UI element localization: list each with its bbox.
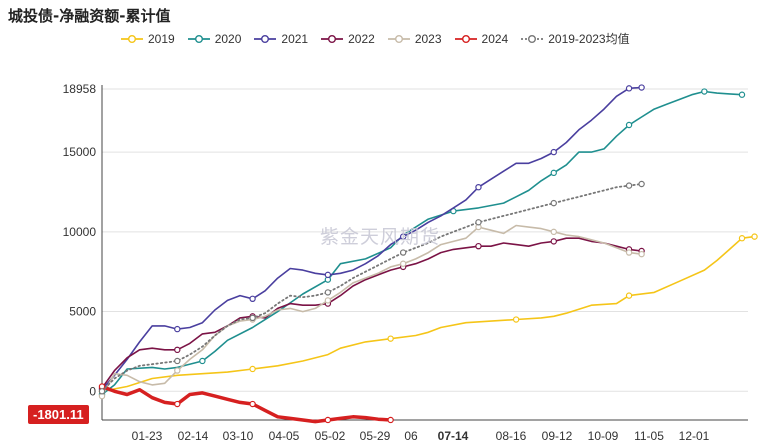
legend-item-1[interactable]: 2020 (187, 30, 242, 47)
legend-item-3[interactable]: 2022 (320, 30, 375, 47)
data-point (399, 249, 407, 256)
data-point (249, 314, 256, 322)
legend-marker (321, 34, 344, 43)
series-line-0 (101, 235, 756, 393)
data-point (249, 365, 256, 373)
legend-item-4[interactable]: 2023 (387, 30, 442, 47)
legend-marker (454, 34, 477, 43)
last-value-badge: -1801.11 (28, 405, 89, 424)
x-tick-label: 04-05 (269, 429, 300, 443)
legend-marker (121, 34, 143, 43)
x-tick-label: 12-01 (679, 429, 710, 443)
data-point (625, 249, 633, 256)
data-point (98, 388, 106, 395)
x-tick-label: 07-14 (438, 429, 469, 443)
data-point (738, 91, 746, 98)
data-point (550, 228, 557, 236)
legend-label: 2020 (214, 31, 242, 46)
x-tick-label: 02-14 (178, 429, 209, 443)
data-point (174, 325, 181, 333)
y-tick-label: 18958 (63, 82, 97, 96)
data-point (249, 295, 256, 303)
data-point (475, 242, 482, 250)
legend-marker (387, 34, 410, 43)
data-point (625, 85, 633, 92)
legend-label: 2022 (348, 31, 375, 46)
x-tick-label: 01-23 (132, 429, 163, 443)
data-point (550, 148, 557, 156)
legend-marker (187, 34, 210, 43)
data-point (701, 88, 708, 95)
data-point (324, 416, 332, 424)
legend-item-5[interactable]: 2024 (454, 30, 509, 47)
legend-marker (254, 34, 277, 43)
data-point (512, 316, 520, 323)
data-point (550, 169, 557, 177)
data-point (199, 357, 206, 365)
x-tick-label: 05-29 (360, 429, 391, 443)
data-point (625, 121, 633, 129)
data-point (638, 250, 645, 258)
x-tick-label: 05-02 (315, 429, 346, 443)
series-line-6 (101, 183, 643, 393)
data-point (738, 235, 746, 242)
series-line-5 (100, 384, 393, 424)
data-point (249, 400, 256, 408)
watermark: 紫金天风期货 (320, 226, 441, 248)
data-point (550, 238, 557, 245)
x-tick-label: 09-12 (542, 429, 573, 443)
y-tick-label: 0 (89, 384, 96, 398)
chart-title: 城投债-净融资额-累计值 (8, 7, 171, 25)
legend-label: 2023 (414, 31, 442, 46)
x-tick-label: 10-09 (588, 429, 619, 443)
data-point (174, 367, 181, 374)
x-tick-label: 03-10 (223, 429, 254, 443)
data-point (399, 233, 407, 240)
data-point (625, 182, 633, 189)
data-point (174, 400, 181, 408)
y-tick-label: 5000 (69, 305, 96, 319)
legend-marker (521, 34, 544, 43)
legend-item-0[interactable]: 2019 (120, 30, 175, 47)
data-point (324, 289, 332, 296)
data-point (174, 357, 181, 365)
data-point (174, 346, 181, 354)
x-tick-label: 11-05 (634, 429, 664, 443)
legend-label: 2019-2023均值 (548, 32, 630, 46)
data-point (475, 183, 482, 191)
legend-label: 2019 (148, 31, 175, 46)
data-point (638, 180, 645, 188)
data-point (399, 260, 407, 267)
data-point (751, 233, 758, 240)
data-point (550, 199, 557, 207)
x-tick-label: 08-16 (496, 429, 527, 443)
y-tick-label: 15000 (63, 145, 97, 159)
legend-item-2[interactable]: 2021 (253, 30, 308, 47)
data-point (475, 219, 482, 226)
data-point (387, 335, 394, 342)
data-point (324, 297, 332, 304)
data-point (387, 416, 394, 424)
x-tick-label: 06 (404, 429, 418, 443)
legend-label: 2024 (481, 31, 509, 46)
series-line-1 (101, 90, 743, 396)
data-point (638, 84, 645, 91)
data-point (625, 292, 633, 299)
chart-legend: 2019 2020 2021 2022 2023 2024 2019-2023均值 (120, 30, 630, 47)
legend-label: 2021 (281, 31, 309, 46)
y-tick-label: 10000 (63, 225, 97, 239)
series-line-4 (101, 224, 643, 397)
data-point (324, 271, 332, 279)
legend-item-6[interactable]: 2019-2023均值 (520, 30, 630, 47)
